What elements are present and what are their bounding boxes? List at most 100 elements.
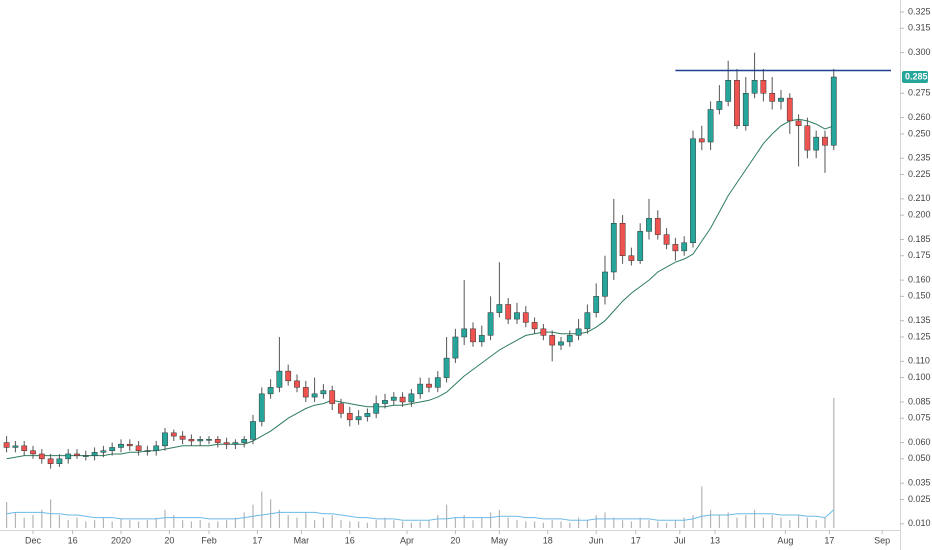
- candle-body: [311, 393, 318, 398]
- volume-bar: [111, 521, 113, 528]
- candle-body: [197, 439, 204, 442]
- y-tick-label: 0.025: [908, 494, 931, 504]
- y-tick-label: 0.260: [908, 112, 931, 122]
- volume-bar: [366, 522, 368, 528]
- candle-body: [373, 403, 380, 414]
- candle-body: [153, 445, 160, 451]
- candle-body: [206, 439, 212, 441]
- candle-body: [707, 109, 714, 143]
- volume-bar: [428, 520, 430, 528]
- candle-body: [654, 218, 661, 235]
- candle-body: [109, 447, 116, 451]
- candle-body: [30, 450, 36, 455]
- candle-body: [637, 231, 644, 261]
- volume-bar: [58, 515, 60, 528]
- volume-bar: [701, 486, 703, 528]
- volume-bar: [199, 520, 201, 528]
- y-tick-label: 0.150: [908, 291, 931, 301]
- volume-ma-line: [6, 509, 835, 521]
- last-price-box: [902, 71, 928, 84]
- x-tick-label: Aug: [777, 535, 793, 545]
- volume-bar: [692, 515, 694, 528]
- x-tick-label: 20: [164, 535, 174, 545]
- x-tick-label: Feb: [201, 535, 217, 545]
- candle-body: [276, 370, 283, 388]
- candle-body: [65, 453, 72, 460]
- volume-bar: [234, 517, 236, 528]
- volume-bar: [665, 522, 668, 528]
- candle-body: [452, 336, 459, 359]
- candle-body: [769, 93, 776, 102]
- volume-bar: [718, 515, 720, 528]
- candle-body: [188, 439, 195, 442]
- candle-body: [830, 76, 837, 146]
- volume-bar: [780, 517, 782, 528]
- volume-bar: [516, 520, 518, 528]
- volume-bar: [604, 512, 606, 528]
- candle-body: [672, 244, 679, 252]
- candle-body: [417, 383, 424, 395]
- y-tick-label: 0.160: [908, 274, 931, 284]
- candle-body: [223, 442, 230, 445]
- candle-body: [540, 328, 547, 336]
- candle-body: [390, 396, 397, 401]
- y-tick-label: 0.175: [908, 250, 931, 260]
- volume-bar: [190, 521, 192, 528]
- candle-body: [355, 416, 362, 421]
- volume-bar: [472, 520, 474, 528]
- volume-bar: [217, 521, 219, 528]
- candle-body: [725, 80, 732, 102]
- volume-bar: [745, 515, 747, 528]
- x-tick-label: 18: [543, 535, 553, 545]
- volume-bar: [533, 521, 536, 528]
- candle-body: [681, 242, 688, 252]
- volume-bar: [305, 512, 307, 528]
- candle-body: [628, 255, 635, 261]
- candle-body: [214, 439, 221, 443]
- candle-body: [267, 387, 274, 395]
- volume-bar: [243, 512, 245, 528]
- volume-bar: [375, 520, 377, 528]
- candle-body: [258, 393, 265, 422]
- candle-body: [813, 136, 820, 151]
- candle-body: [346, 413, 353, 421]
- x-tick-label: 13: [710, 535, 720, 545]
- y-tick-label: 0.085: [908, 396, 931, 406]
- candle-body: [250, 421, 256, 440]
- candle-body: [302, 387, 309, 398]
- candle-body: [434, 377, 441, 388]
- y-tick-label: 0.200: [908, 209, 931, 219]
- y-tick-label: 0.125: [908, 331, 931, 341]
- volume-bar: [489, 512, 492, 528]
- volume-bar: [85, 521, 87, 528]
- x-tick-label: Jul: [674, 535, 686, 545]
- volume-bar: [481, 517, 483, 528]
- volume-bar: [437, 515, 439, 528]
- candle-body: [522, 312, 529, 323]
- volume-bar: [384, 517, 386, 528]
- candle-body: [144, 450, 151, 452]
- candle-body: [179, 435, 186, 440]
- candle-body: [162, 432, 168, 447]
- candle-body: [734, 80, 740, 127]
- candle-body: [514, 312, 520, 320]
- volume-bar: [76, 517, 78, 528]
- volume-bar: [771, 515, 773, 528]
- candle-body: [74, 453, 80, 456]
- x-tick-label: 16: [345, 535, 355, 545]
- candle-body: [822, 136, 828, 146]
- volume-bar: [639, 517, 641, 528]
- candle-body: [470, 328, 476, 343]
- volume-bar: [129, 520, 131, 528]
- volume-bar: [569, 522, 571, 528]
- volume-bar: [727, 512, 729, 528]
- volume-bar: [595, 515, 597, 528]
- volume-bar: [445, 504, 448, 528]
- volume-bar: [120, 518, 122, 528]
- candle-body: [760, 80, 767, 94]
- candle-body: [584, 312, 591, 330]
- volume-bar: [542, 522, 544, 528]
- x-tick-label: 17: [252, 535, 262, 545]
